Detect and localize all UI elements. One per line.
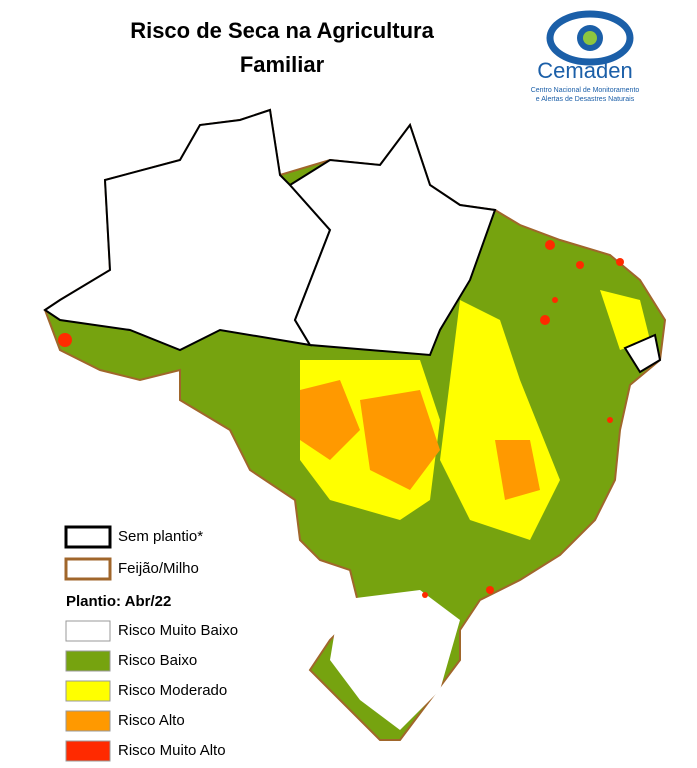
legend-label: Risco Muito Baixo bbox=[118, 622, 238, 639]
legend-label: Risco Baixo bbox=[118, 652, 197, 669]
legend-label: Risco Moderado bbox=[118, 682, 227, 699]
legend-label: Risco Alto bbox=[118, 712, 185, 729]
title-line: Familiar bbox=[240, 52, 325, 77]
logo: Cemaden Centro Nacional de Monitoramento… bbox=[531, 10, 640, 103]
legend-label: Feijão/Milho bbox=[118, 560, 199, 577]
class-swatch bbox=[65, 740, 111, 762]
class-swatch bbox=[65, 680, 111, 702]
class-swatch bbox=[65, 650, 111, 672]
class-swatch bbox=[65, 620, 111, 642]
class-swatch bbox=[65, 710, 111, 732]
logo-name: Cemaden bbox=[537, 58, 632, 83]
boundary-swatch bbox=[64, 557, 112, 581]
legend-label: Risco Muito Alto bbox=[118, 742, 226, 759]
title-line: Risco de Seca na Agricultura bbox=[130, 18, 434, 43]
logo-subtitle: Centro Nacional de Monitoramento bbox=[531, 87, 640, 94]
legend-label: Sem plantio* bbox=[118, 528, 203, 545]
legend-heading: Plantio: Abr/22 bbox=[66, 593, 171, 610]
boundary-swatch bbox=[64, 525, 112, 549]
logo-subtitle: e Alertas de Desastres Naturais bbox=[536, 96, 635, 103]
legend: Sem plantio* Feijão/Milho Plantio: Abr/22 R… bbox=[64, 525, 238, 762]
map bbox=[43, 108, 667, 741]
